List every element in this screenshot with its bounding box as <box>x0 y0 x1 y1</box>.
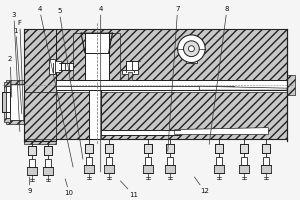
Bar <box>46 159 51 167</box>
Bar <box>85 144 93 153</box>
Text: 10: 10 <box>64 179 74 196</box>
Bar <box>262 144 270 153</box>
Bar <box>122 70 138 74</box>
Bar <box>59 63 73 70</box>
Bar <box>50 59 55 74</box>
Bar <box>216 157 222 165</box>
Bar <box>56 80 287 90</box>
Bar <box>241 157 247 165</box>
Bar <box>104 165 113 173</box>
Bar <box>24 92 56 141</box>
Bar <box>166 144 174 153</box>
Bar <box>85 33 109 80</box>
Bar <box>215 144 223 153</box>
Bar <box>24 139 56 144</box>
Bar <box>261 165 271 173</box>
Bar <box>6 84 24 100</box>
Bar <box>165 165 175 173</box>
Bar <box>239 165 249 173</box>
Text: F: F <box>18 20 24 122</box>
Bar <box>143 165 153 173</box>
Bar <box>145 157 151 165</box>
Text: 3: 3 <box>12 12 20 132</box>
Bar <box>132 61 138 70</box>
Bar <box>214 165 224 173</box>
Bar <box>101 130 180 135</box>
Polygon shape <box>199 86 287 90</box>
Text: 4: 4 <box>98 6 103 172</box>
Text: 8: 8 <box>209 6 229 144</box>
Bar <box>73 33 120 80</box>
Bar <box>167 157 173 165</box>
Bar <box>44 146 52 155</box>
Bar <box>56 29 287 80</box>
Bar <box>86 157 92 165</box>
Bar <box>28 146 36 155</box>
Bar <box>263 157 269 165</box>
Text: 7: 7 <box>168 6 180 151</box>
Circle shape <box>184 41 199 57</box>
Text: 5: 5 <box>57 8 83 159</box>
Bar <box>89 90 101 139</box>
Bar <box>56 92 287 139</box>
Bar <box>6 80 24 124</box>
Text: 4: 4 <box>38 6 73 167</box>
Bar <box>128 72 132 80</box>
Bar <box>2 92 10 112</box>
Bar <box>6 84 10 100</box>
Bar <box>126 61 134 72</box>
Bar <box>29 159 34 167</box>
Polygon shape <box>81 33 112 53</box>
Bar <box>240 144 248 153</box>
Bar <box>24 29 56 92</box>
Bar <box>84 165 94 173</box>
Polygon shape <box>175 128 268 135</box>
Bar <box>144 144 152 153</box>
Text: 12: 12 <box>194 177 209 194</box>
Bar <box>105 144 112 153</box>
Bar <box>4 82 10 122</box>
Bar <box>53 61 61 72</box>
Circle shape <box>178 35 205 63</box>
Bar <box>56 86 234 90</box>
Bar <box>10 84 24 120</box>
Bar <box>27 167 37 175</box>
Bar <box>106 157 112 165</box>
Bar <box>287 75 295 95</box>
Text: 9: 9 <box>27 177 32 194</box>
Polygon shape <box>85 33 109 53</box>
Bar <box>44 167 53 175</box>
Text: 1: 1 <box>14 28 22 114</box>
Bar <box>6 86 10 118</box>
Text: 11: 11 <box>120 181 138 198</box>
Circle shape <box>188 46 194 52</box>
Bar <box>185 49 197 63</box>
Text: 2: 2 <box>8 56 12 97</box>
